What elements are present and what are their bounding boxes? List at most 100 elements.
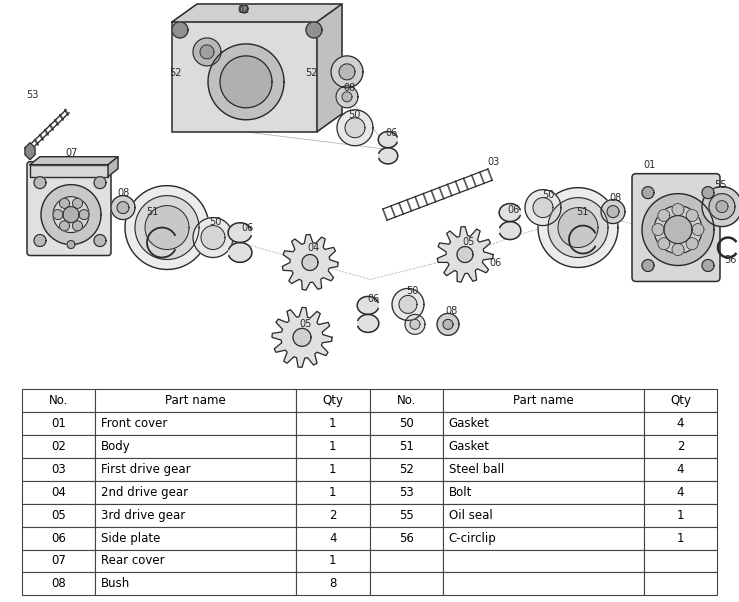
Text: Part name: Part name — [513, 394, 573, 407]
Text: 03: 03 — [488, 157, 500, 167]
Polygon shape — [306, 22, 322, 38]
Bar — [644, 435, 717, 458]
Polygon shape — [410, 320, 420, 329]
Text: 51: 51 — [399, 439, 414, 453]
Polygon shape — [405, 314, 425, 334]
Polygon shape — [437, 314, 459, 335]
Bar — [22, 527, 95, 550]
Bar — [296, 480, 370, 504]
Text: 07: 07 — [51, 554, 66, 568]
Bar — [22, 412, 95, 435]
Polygon shape — [533, 197, 553, 217]
Bar — [644, 389, 717, 412]
Text: Qty: Qty — [670, 394, 691, 407]
Bar — [443, 458, 644, 480]
Polygon shape — [392, 288, 424, 320]
Polygon shape — [342, 92, 352, 102]
Polygon shape — [339, 64, 355, 80]
Text: 50: 50 — [399, 417, 414, 430]
Bar — [95, 504, 296, 527]
Text: 53: 53 — [399, 486, 414, 498]
Polygon shape — [282, 235, 338, 290]
Text: 51: 51 — [146, 206, 158, 217]
Bar — [443, 480, 644, 504]
Bar — [370, 389, 443, 412]
Text: 06: 06 — [367, 294, 379, 305]
Polygon shape — [558, 208, 598, 247]
Polygon shape — [716, 200, 728, 213]
Text: 04: 04 — [308, 243, 320, 252]
Text: 8: 8 — [329, 577, 336, 591]
Polygon shape — [53, 209, 63, 220]
Text: 08: 08 — [446, 306, 458, 317]
Text: 06: 06 — [490, 258, 502, 268]
Polygon shape — [108, 157, 118, 176]
Polygon shape — [358, 314, 379, 332]
Polygon shape — [686, 238, 698, 250]
Text: 1: 1 — [329, 554, 336, 568]
Polygon shape — [548, 197, 608, 258]
Polygon shape — [302, 255, 318, 270]
Text: 06: 06 — [242, 223, 254, 232]
Bar — [296, 458, 370, 480]
Bar — [370, 435, 443, 458]
Polygon shape — [60, 199, 69, 208]
Bar — [644, 480, 717, 504]
Bar — [443, 389, 644, 412]
Polygon shape — [79, 209, 89, 220]
Polygon shape — [94, 176, 106, 188]
Bar — [95, 550, 296, 573]
Bar — [644, 527, 717, 550]
Bar — [296, 504, 370, 527]
Polygon shape — [193, 217, 233, 258]
Polygon shape — [686, 209, 698, 222]
Text: Oil seal: Oil seal — [449, 509, 492, 521]
Text: 4: 4 — [329, 532, 336, 545]
Polygon shape — [53, 197, 89, 232]
Text: 06: 06 — [508, 205, 520, 214]
Polygon shape — [111, 196, 135, 220]
Text: 06: 06 — [51, 532, 66, 545]
Bar — [296, 389, 370, 412]
Text: 08: 08 — [609, 193, 621, 203]
Bar — [296, 573, 370, 595]
Bar — [172, 22, 317, 132]
Bar — [443, 435, 644, 458]
Text: 1: 1 — [677, 509, 684, 521]
Text: C-circlip: C-circlip — [449, 532, 497, 545]
Text: 01: 01 — [644, 160, 656, 170]
Polygon shape — [117, 202, 129, 214]
Bar — [296, 412, 370, 435]
Polygon shape — [72, 221, 83, 231]
Text: 56: 56 — [723, 255, 736, 264]
Polygon shape — [193, 38, 221, 66]
Bar — [443, 504, 644, 527]
Bar — [95, 435, 296, 458]
Text: 05: 05 — [51, 509, 66, 521]
Polygon shape — [41, 185, 101, 244]
Text: Bush: Bush — [101, 577, 130, 591]
Polygon shape — [220, 56, 272, 108]
Text: 50: 50 — [209, 217, 221, 226]
Bar — [644, 550, 717, 573]
Polygon shape — [702, 259, 714, 272]
Text: 50: 50 — [542, 190, 554, 200]
Polygon shape — [709, 194, 735, 220]
Text: 02: 02 — [238, 5, 251, 15]
Polygon shape — [201, 226, 225, 249]
Polygon shape — [208, 44, 284, 120]
Text: 05: 05 — [463, 237, 475, 247]
Text: 01: 01 — [51, 417, 66, 430]
Polygon shape — [200, 45, 214, 59]
Bar — [296, 435, 370, 458]
Text: Body: Body — [101, 439, 131, 453]
Bar — [370, 573, 443, 595]
Text: Gasket: Gasket — [449, 417, 490, 430]
Text: 2: 2 — [329, 509, 336, 521]
Bar — [22, 435, 95, 458]
Polygon shape — [658, 209, 670, 222]
Polygon shape — [331, 56, 363, 88]
Bar — [443, 573, 644, 595]
Text: 4: 4 — [677, 417, 684, 430]
Polygon shape — [379, 147, 398, 164]
